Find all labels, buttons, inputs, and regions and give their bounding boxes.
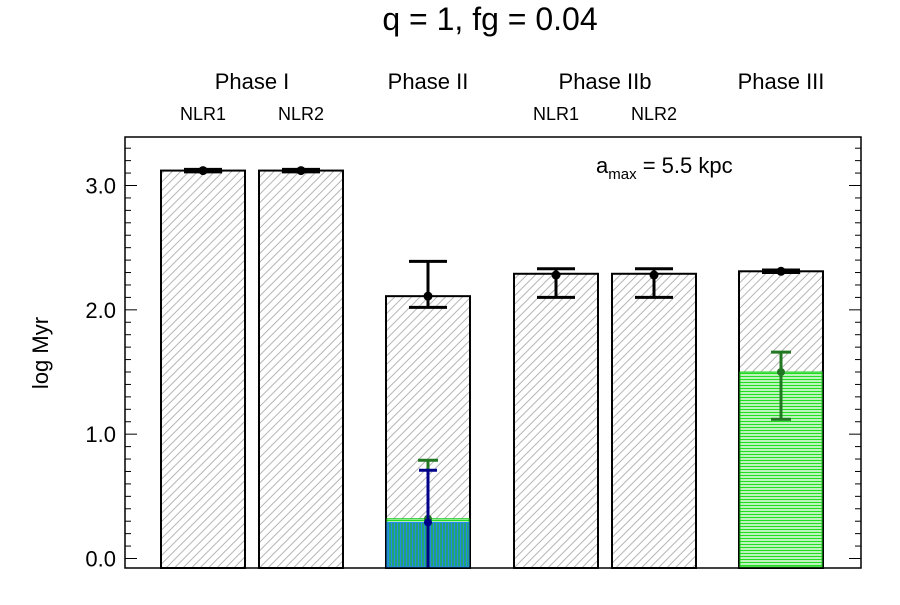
phase-label: Phase II — [388, 69, 469, 94]
annotation-subscript: max — [608, 166, 637, 183]
bar — [258, 169, 344, 570]
annotation-symbol: a — [596, 153, 609, 178]
bar-sublabel: NLR2 — [631, 104, 677, 124]
error-bar-green-point — [777, 368, 785, 376]
error-bars — [184, 166, 800, 568]
annotation-value: = 5.5 kpc — [637, 153, 733, 178]
bar — [160, 169, 246, 570]
error-bar-point — [296, 166, 306, 176]
error-bar-point — [423, 291, 433, 301]
annotation-amax: amax = 5.5 kpc — [596, 153, 733, 183]
y-tick-label: 3.0 — [85, 174, 116, 199]
y-tick-label: 1.0 — [85, 422, 116, 447]
y-tick-label: 0.0 — [85, 547, 116, 572]
bar-sublabel: NLR1 — [180, 104, 226, 124]
bar-sublabel: NLR1 — [533, 104, 579, 124]
error-bar-point — [551, 270, 561, 280]
y-ticks: 0.0 1.0 2.0 3.0 — [85, 147, 861, 572]
error-bar-point — [776, 266, 786, 276]
bar-sublabels: NLR1 NLR2 NLR1 NLR2 — [180, 104, 677, 124]
bar — [611, 272, 697, 569]
plot-frame — [124, 136, 862, 569]
error-bar-point — [649, 270, 659, 280]
phase-label: Phase IIb — [559, 69, 652, 94]
phase-labels: Phase I Phase II Phase IIb Phase III — [215, 69, 825, 94]
error-bar-point — [198, 166, 208, 176]
phase-label: Phase I — [215, 69, 290, 94]
bar — [513, 272, 599, 569]
chart-title: q = 1, fg = 0.04 — [382, 1, 597, 37]
bar-sublabel: NLR2 — [278, 104, 324, 124]
y-tick-label: 2.0 — [85, 298, 116, 323]
error-bar-blue-point — [424, 518, 432, 527]
bars — [160, 169, 824, 570]
phase-label: Phase III — [738, 69, 825, 94]
y-axis-label: log Myr — [28, 317, 53, 389]
